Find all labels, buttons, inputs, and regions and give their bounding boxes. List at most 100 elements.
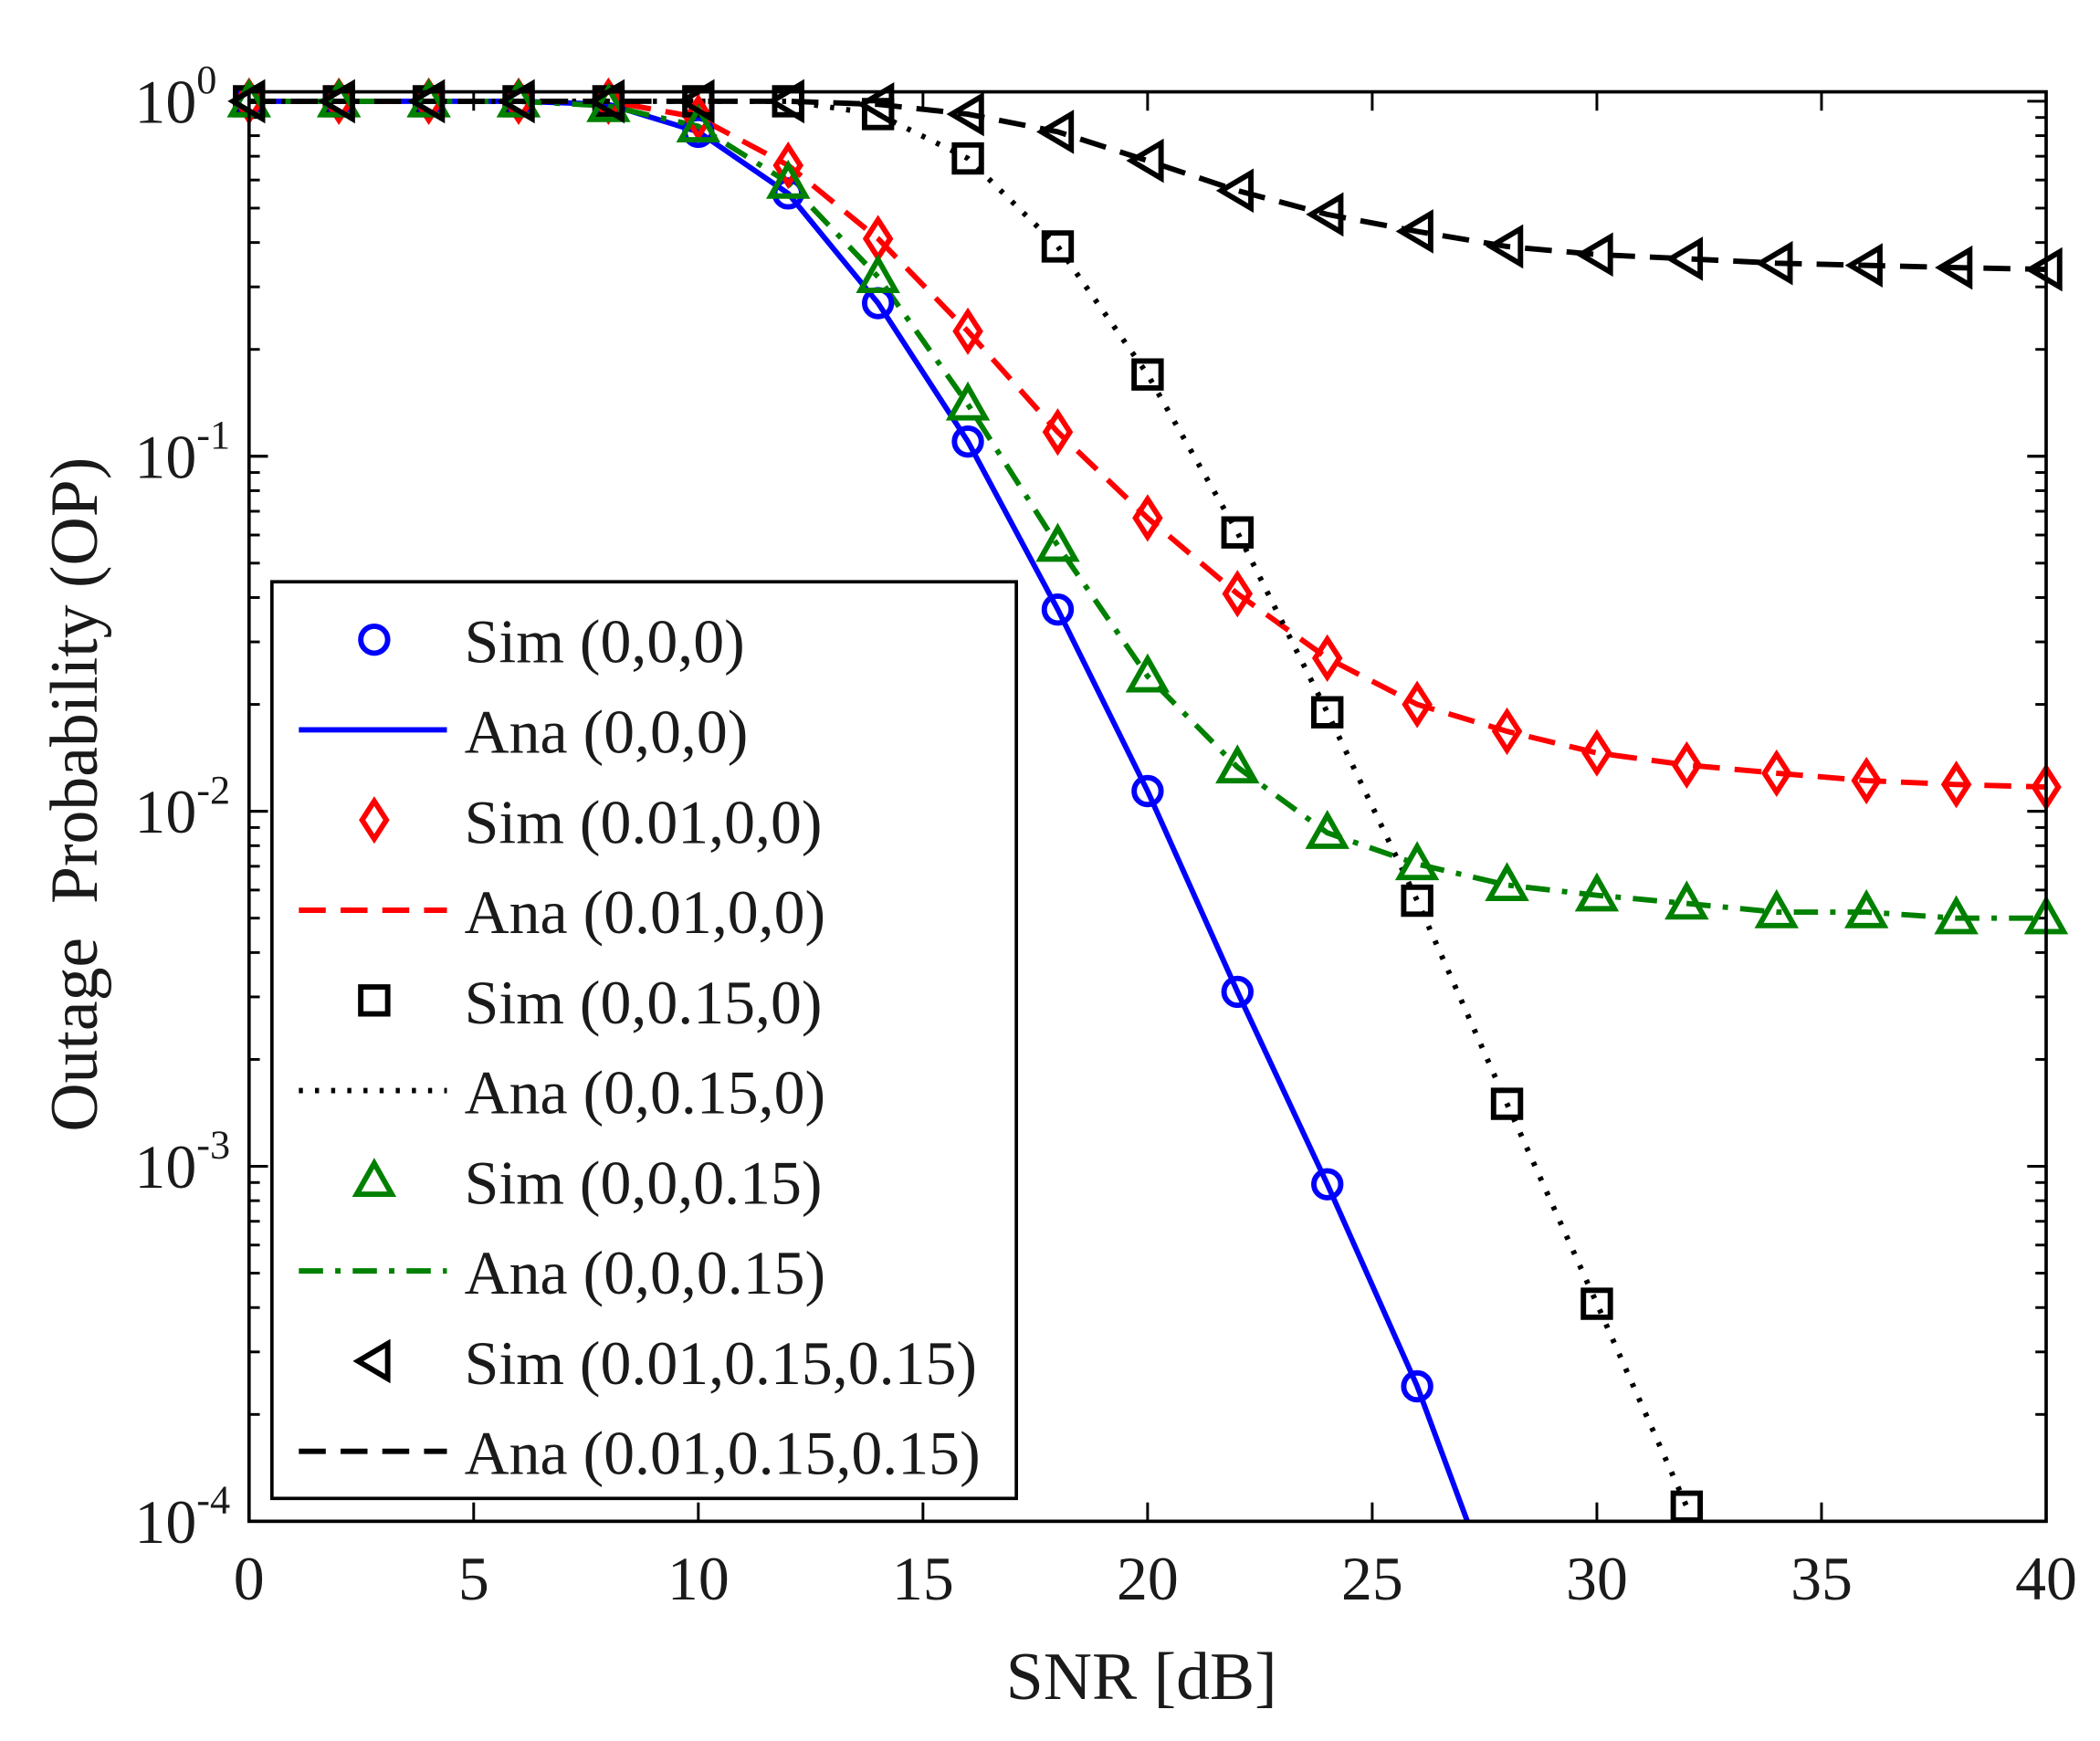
series-2-point [772, 141, 804, 190]
series-8-point [1395, 209, 1433, 254]
legend-label: Ana (0,0,0) [465, 697, 749, 766]
series-0-point [1221, 975, 1254, 1009]
legend-label: Ana (0,0,0.15) [465, 1239, 825, 1307]
y-tick-label: 10-4 [134, 1478, 230, 1557]
series-2-point [1671, 740, 1703, 790]
series-9-line [248, 98, 2047, 272]
legend-marker-2 [359, 796, 390, 844]
series-8-point [946, 91, 984, 137]
series-6-point [945, 381, 991, 421]
x-tick-label: 10 [667, 1545, 730, 1613]
series-6-point [1394, 841, 1440, 881]
x-tick-label: 35 [1790, 1545, 1853, 1613]
series-8-point [1575, 232, 1613, 278]
y-tick-base: 10 [134, 1133, 196, 1201]
series-6-point [1215, 744, 1260, 784]
legend-label: Sim (0.01,0.15,0.15) [465, 1329, 977, 1398]
series-2-point [1132, 494, 1163, 542]
series-4-point [1401, 884, 1433, 918]
series-6-point [1754, 888, 1800, 928]
series-4-point [1041, 230, 1075, 263]
series-4-point [1311, 696, 1344, 729]
x-axis-label: SNR [dB] [1006, 1639, 1277, 1714]
series-4-point [951, 142, 984, 175]
series-2-point [1851, 756, 1882, 805]
series-8-point [1664, 236, 1704, 281]
series-4-point [1490, 1087, 1524, 1120]
series-6-point [766, 159, 811, 199]
series-2-point [1311, 634, 1343, 682]
legend-label: Ana (0,0.15,0) [465, 1059, 825, 1127]
series-2-point [1940, 760, 1972, 809]
y-tick-exponent: -4 [196, 1478, 230, 1523]
y-tick-base: 10 [134, 423, 196, 491]
plot-frame [247, 89, 2048, 1524]
series-0-point [1401, 1369, 1433, 1403]
legend-label: Sim (0,0,0.15) [465, 1148, 823, 1217]
series-6-point [1934, 895, 1979, 935]
series-8-point [1215, 168, 1254, 214]
series-0-point [1041, 593, 1075, 626]
series-2-point [683, 93, 714, 142]
legend-label: Ana (0.01,0,0) [465, 878, 825, 947]
series-4-point [1221, 516, 1254, 549]
series-4-point [861, 98, 895, 131]
x-tick-label: 25 [1341, 1545, 1403, 1613]
series-8-point [1935, 245, 1973, 290]
x-tick-labels: 0 5 10 15 20 25 30 35 40 [234, 1545, 2077, 1613]
legend-marker-8 [352, 1338, 391, 1384]
series-0-point [1131, 774, 1164, 808]
y-tick-label: 10-2 [134, 768, 230, 846]
y-tick-exponent: -3 [196, 1123, 230, 1168]
y-tick-exponent: -1 [196, 413, 230, 457]
series-6-point [1843, 888, 1889, 928]
series-2-point [1222, 570, 1254, 618]
series-8-point [1306, 192, 1344, 237]
legend-label: Ana (0.01,0.15,0.15) [465, 1420, 981, 1488]
series-6-point [676, 103, 721, 143]
y-tick-base: 10 [134, 68, 196, 136]
series-6-point [856, 254, 900, 294]
series-4-point [1131, 358, 1164, 391]
series-7-line [248, 98, 2047, 921]
series-2-point [952, 307, 983, 355]
series-5-line [248, 98, 1690, 1508]
legend-marker-0 [358, 623, 391, 656]
series-8-point [1126, 138, 1164, 184]
series-6-point [1485, 862, 1529, 902]
series-2-point [1491, 707, 1523, 756]
legend-box [269, 580, 1018, 1501]
x-tick-label: 20 [1117, 1545, 1179, 1613]
legend-label: Sim (0.01,0,0) [465, 788, 823, 856]
series-0-point [1311, 1168, 1344, 1201]
series-8-point [1486, 224, 1524, 269]
y-axis-label: Outage Probability (OP) [37, 457, 111, 1132]
series-4-point [1670, 1490, 1704, 1523]
series-8-point [1755, 240, 1793, 286]
series-6-point [1664, 880, 1709, 920]
series-6-point [1305, 809, 1349, 849]
series-6-point [1035, 522, 1080, 562]
series-0-point [951, 425, 984, 458]
y-tick-base: 10 [134, 1488, 196, 1557]
series-8-point [856, 81, 895, 127]
y-tick-exponent: -2 [196, 768, 230, 813]
series-2-point [1042, 408, 1074, 456]
series-8-point [1035, 110, 1075, 154]
legend-label: Sim (0,0,0) [465, 608, 745, 676]
x-tick-label: 15 [892, 1545, 954, 1613]
legend-label: Sim (0,0.15,0) [465, 969, 823, 1037]
x-tick-label: 5 [458, 1545, 489, 1613]
series-lines [248, 98, 2047, 1522]
series-2-point [1761, 749, 1792, 798]
series-2-point [1581, 729, 1612, 777]
y-tick-base: 10 [134, 778, 196, 846]
series-6-point [1125, 653, 1171, 693]
y-tick-exponent: 0 [196, 58, 216, 102]
x-tick-label: 30 [1566, 1545, 1628, 1613]
series-8-point [1844, 243, 1883, 288]
series-2-point [1402, 680, 1433, 729]
legend: Sim (0,0,0) Ana (0,0,0) Sim (0.01,0,0) Ana … [269, 580, 1018, 1501]
